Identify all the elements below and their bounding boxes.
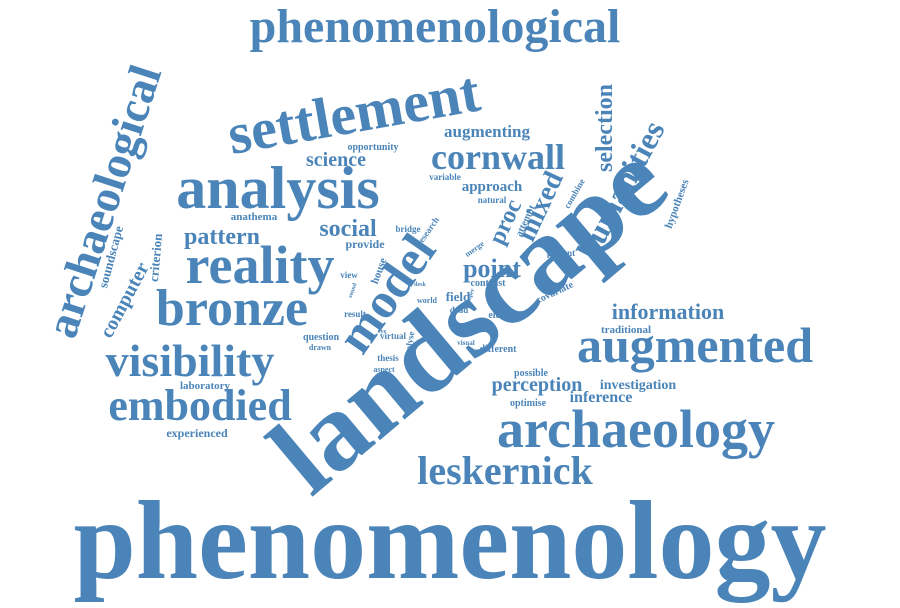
word-visibility: visibility: [106, 335, 275, 386]
word-natural: natural: [478, 195, 507, 205]
word-desk: desk: [414, 282, 426, 288]
word-criterion: criterion: [146, 232, 165, 282]
word-pattern: pattern: [184, 224, 260, 250]
word-archaeology: archaeology: [497, 399, 775, 459]
word-leskernick: leskernick: [417, 448, 593, 493]
word-inference: inference: [570, 389, 633, 406]
word-laboratory: laboratory: [180, 380, 231, 392]
word-dead: dead: [450, 305, 469, 315]
word-bronze: bronze: [156, 280, 308, 337]
word-anathema: anathema: [231, 211, 278, 223]
word-opportunity: opportunity: [347, 142, 398, 153]
word-selection: selection: [592, 84, 618, 172]
word-social: social: [319, 216, 377, 242]
word-analysis: analysis: [176, 155, 379, 221]
word-point: point: [463, 254, 521, 283]
word-eye: eye: [378, 329, 387, 335]
word-world: world: [417, 296, 438, 305]
word-traditional: traditional: [601, 324, 651, 336]
word-virtual: virtual: [380, 331, 406, 341]
word-field: field: [446, 289, 471, 304]
word-question: question: [303, 332, 340, 343]
word-analyse: analyse: [402, 331, 417, 361]
word-drawn: drawn: [309, 343, 332, 352]
word-sound: sound: [348, 282, 359, 299]
word-super: super: [466, 288, 477, 304]
word-element: element: [488, 310, 522, 321]
word-embodied: embodied: [108, 381, 291, 430]
word-result: result: [344, 309, 366, 319]
word-visual: visual: [457, 339, 475, 347]
word-investigation: investigation: [600, 378, 676, 393]
word-optimise: optimise: [510, 398, 547, 409]
word-contrast: contrast: [471, 278, 507, 289]
word-science: science: [306, 149, 366, 171]
word-perception: perception: [492, 374, 583, 396]
word-phenomenology: phenomenology: [74, 479, 827, 603]
word-augmenting: augmenting: [444, 122, 530, 141]
word-archaeological: archaeological: [35, 59, 171, 344]
word-provide: provide: [345, 237, 385, 251]
word-phenomenological: phenomenological: [250, 0, 621, 53]
word-information: information: [612, 299, 724, 324]
word-variable: variable: [429, 172, 461, 182]
word-possible: possible: [514, 368, 548, 379]
word-different: different: [479, 344, 517, 355]
word-bridge: bridge: [395, 224, 420, 234]
word-reality: reality: [186, 235, 335, 295]
word-augmented: augmented: [577, 317, 813, 373]
word-present: present: [547, 248, 575, 258]
word-aspect: aspect: [373, 365, 395, 374]
word-experienced: experienced: [166, 426, 228, 440]
word-view: view: [340, 270, 358, 280]
word-approach: approach: [462, 179, 523, 195]
word-cornwall: cornwall: [431, 137, 565, 177]
word-thesis: thesis: [377, 353, 399, 363]
